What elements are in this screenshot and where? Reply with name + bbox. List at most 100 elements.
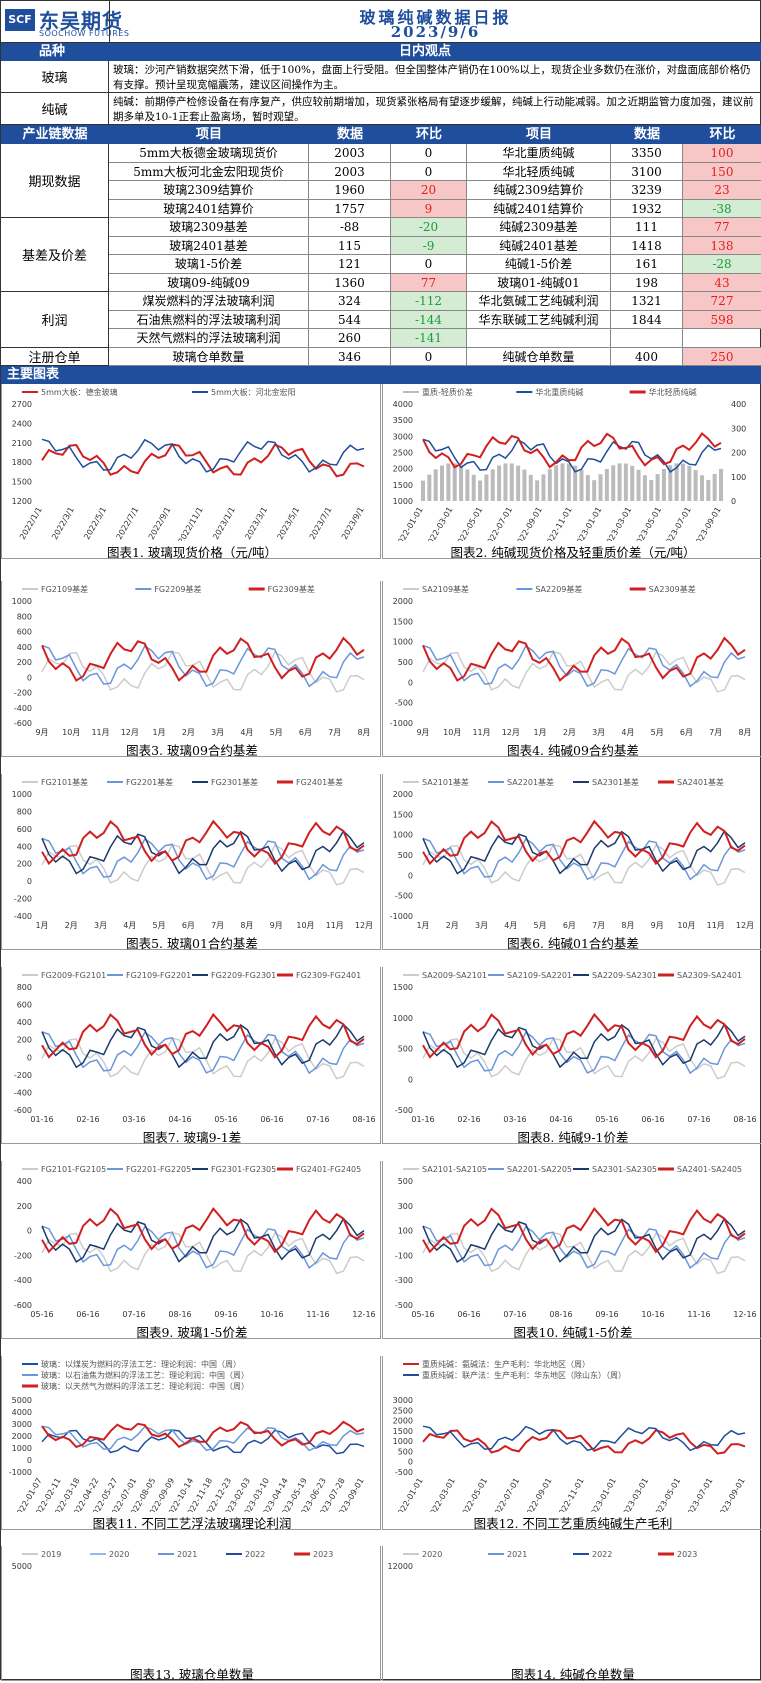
legend-label: SA2101-SA2105 xyxy=(422,1165,487,1174)
legend-item: FG2309-FG2401 xyxy=(277,971,361,980)
y-tick-label: 500 xyxy=(398,1177,413,1186)
y-tick-label: 400 xyxy=(17,842,32,851)
legend-item: SA2201基差 xyxy=(488,777,554,787)
y-tick-label: -200 xyxy=(14,1071,32,1080)
row-change-right: -28 xyxy=(683,255,761,274)
legend-item: FG2201-FG2205 xyxy=(107,1165,191,1174)
y-tick-label: -200 xyxy=(14,689,32,698)
x-tick-label: 10月 xyxy=(62,728,80,737)
x-tick-label: 6月 xyxy=(299,728,312,737)
row-value-left: -88 xyxy=(309,218,391,237)
x-tick-label: 3月 xyxy=(475,921,488,930)
y-tick-label: 2500 xyxy=(393,1406,413,1415)
legend-label: 重质纯碱：氨碱法：生产毛利：华北地区（周） xyxy=(422,1359,590,1369)
row-item-right: 纯碱2309基差 xyxy=(467,218,611,237)
series-line xyxy=(422,819,746,866)
y-right-tick-label: 200 xyxy=(731,449,746,458)
legend-item: FG2101基差 xyxy=(22,777,88,787)
row-change-right: 23 xyxy=(683,181,761,200)
legend-label: SA2309-SA2401 xyxy=(677,971,742,980)
row-change-right: 150 xyxy=(683,162,761,181)
legend-item: FG2209-FG2301 xyxy=(192,971,276,980)
x-tick-label: 08-16 xyxy=(549,1310,572,1319)
x-tick-label: 9月 xyxy=(416,728,429,737)
x-tick-label: 2022/11/1 xyxy=(176,506,204,542)
chart-bar xyxy=(427,474,432,501)
legend-label: SA2109基差 xyxy=(422,584,469,594)
x-tick-label: 11月 xyxy=(326,921,344,930)
series-line xyxy=(41,1429,365,1455)
x-tick-label: 1月 xyxy=(153,728,166,737)
x-tick-label: 2023-09-01 xyxy=(716,1477,747,1513)
chart-bar xyxy=(528,474,533,501)
y-tick-label: 2000 xyxy=(393,597,413,606)
chart-panel: 重质纯碱：氨碱法：生产毛利：华北地区（周） 重质纯碱：联产法：生产毛利：华东地区（… xyxy=(382,1356,761,1531)
row-change-left: 0 xyxy=(391,162,467,181)
chart-bar xyxy=(433,469,438,501)
chart-bar xyxy=(668,465,673,501)
y-tick-label: -500 xyxy=(395,892,413,901)
series-line xyxy=(41,1225,365,1269)
series-line xyxy=(422,1012,746,1059)
chart-title: 图表10. 纯碱1-5价差 xyxy=(513,1325,633,1340)
row-change-right: 727 xyxy=(683,292,761,311)
chart-panel: SA2009-SA2101 SA2109-SA2201 SA2209-SA2301 S… xyxy=(382,967,761,1145)
col-item: 项目 xyxy=(525,127,552,142)
chart-title: 图表6. 纯碱01合约基差 xyxy=(507,936,639,951)
x-tick-label: 2023-07-01 xyxy=(662,506,693,542)
logo-chinese-name: 东吴期货 xyxy=(39,9,123,33)
table-row: 玻璃09-纯碱09 1360 77 玻璃01-纯碱01 198 43 xyxy=(1,273,761,292)
report-title: 玻璃纯碱数据日报 xyxy=(359,8,512,27)
row-value-left: 1360 xyxy=(309,273,391,292)
chart-bar xyxy=(655,474,660,501)
chart-bar xyxy=(547,469,552,501)
chart-svg: 玻璃：以煤炭为燃料的浮法工艺：理论利润：中国（周）玻璃：以石油焦为燃料的浮法工艺… xyxy=(9,1359,366,1512)
chart-title: 图表8. 纯碱9-1价差 xyxy=(517,1130,629,1145)
legend-label: FG2401-FG2405 xyxy=(296,1165,361,1174)
row-item-left: 天然气燃料的浮法玻璃利润 xyxy=(109,329,309,348)
chart-bar xyxy=(509,463,514,501)
chart-bar xyxy=(484,474,489,501)
x-tick-label: 2022/3/1 xyxy=(50,506,76,542)
row-change-left: -112 xyxy=(391,292,467,311)
row-change-right: -38 xyxy=(683,199,761,218)
legend-item: FG2101-FG2105 xyxy=(22,1165,106,1174)
legend-label: 2022 xyxy=(592,1550,612,1559)
legend-item: SA2209基差 xyxy=(516,584,582,594)
legend-label: 华北重质纯碱 xyxy=(535,387,583,397)
y-tick-label: 1500 xyxy=(393,810,413,819)
y-tick-label: -400 xyxy=(14,704,32,713)
y-tick-label: 1500 xyxy=(12,478,32,487)
y-tick-label: 2000 xyxy=(393,790,413,799)
row-value-right: 111 xyxy=(611,218,683,237)
x-tick-label: 02-16 xyxy=(76,1115,99,1124)
x-tick-label: 2023/9/1 xyxy=(340,506,366,542)
y-tick-label: 0 xyxy=(27,1053,32,1062)
series-line xyxy=(422,1037,746,1080)
legend-item: 5mm大板：德金玻璃 xyxy=(22,387,118,397)
legend-label: FG2301-FG2305 xyxy=(211,1165,276,1174)
y-tick-label: 1800 xyxy=(12,458,32,467)
chart-title: 图表5. 玻璃01合约基差 xyxy=(126,936,258,951)
series-line xyxy=(422,1023,746,1069)
chart-bar xyxy=(471,474,476,501)
row-item-left: 玻璃2401结算价 xyxy=(109,199,309,218)
legend-label: 2021 xyxy=(177,1550,197,1559)
legend-label: 华北轻质纯碱 xyxy=(649,387,697,397)
y-tick-label: -600 xyxy=(14,1106,32,1115)
legend-label: FG2301基差 xyxy=(211,777,258,787)
x-tick-label: 2022/1/1 xyxy=(18,506,44,542)
legend-label: 5mm大板：德金玻璃 xyxy=(41,387,118,397)
y-tick-label: 1000 xyxy=(393,1437,413,1446)
x-tick-label: 09-16 xyxy=(214,1310,237,1319)
legend-item: 2021 xyxy=(488,1550,527,1559)
row-change-left: -9 xyxy=(391,236,467,255)
chart-bar xyxy=(623,463,628,501)
y-tick-label: -1000 xyxy=(9,1468,32,1477)
legend-item: FG2109-FG2201 xyxy=(107,971,191,980)
y-tick-label: -100 xyxy=(395,1251,413,1260)
chart-svg: SA2101-SA2105 SA2201-SA2205 SA2301-SA2305 S… xyxy=(395,1165,757,1319)
chart-title: 图表13. 玻璃仓单数量 xyxy=(130,1667,254,1682)
y-tick-label: -1000 xyxy=(390,719,413,728)
col-change: 环比 xyxy=(709,127,736,142)
